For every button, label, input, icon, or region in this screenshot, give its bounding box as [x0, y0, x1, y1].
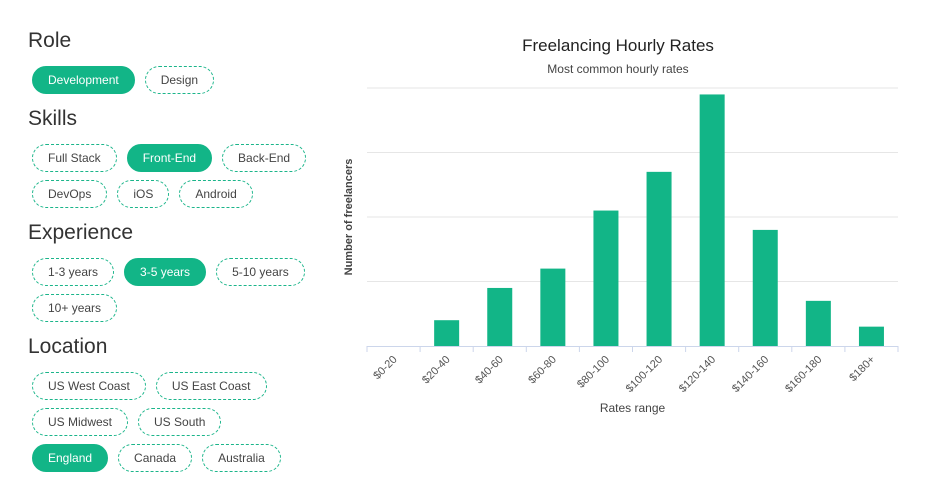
x-tick-label: $140-160: [730, 354, 771, 395]
location-title: Location: [28, 335, 108, 358]
filter-pill-england[interactable]: England: [32, 444, 109, 472]
skills-title: Skills: [28, 107, 78, 130]
bar-80-100: [593, 210, 619, 346]
filter-pill-10-years[interactable]: 10+ years: [32, 294, 118, 322]
location-pill-row: US Midwest US South: [32, 408, 318, 436]
filter-pill-ios[interactable]: iOS: [117, 180, 170, 208]
filter-pill-back-end[interactable]: Back-End: [222, 144, 307, 172]
bar-100-120: [646, 171, 672, 346]
experience-pill-row: 10+ years: [32, 294, 318, 322]
x-tick-label: $0-20: [371, 354, 399, 382]
chart-title: Freelancing Hourly Rates: [522, 36, 714, 55]
role-section: Role Development Design: [28, 28, 318, 94]
skills-pill-row: DevOps iOS Android: [32, 180, 318, 208]
role-title: Role: [28, 29, 72, 52]
y-axis-label: Number of freelancers: [343, 159, 355, 276]
location-section: Location US West Coast US East Coast US Mi…: [28, 334, 318, 472]
bar-180: [858, 326, 884, 346]
x-tick-label: $60-80: [526, 354, 559, 387]
filter-pill-full-stack[interactable]: Full Stack: [32, 144, 117, 172]
x-tick-label: $20-40: [420, 354, 453, 387]
experience-section: Experience 1-3 years 3-5 years 5-10 years 1…: [28, 220, 318, 322]
filter-pill-5-10-years[interactable]: 5-10 years: [216, 258, 305, 286]
filter-pill-development[interactable]: Development: [32, 66, 135, 94]
skills-pill-row: Full Stack Front-End Back-End: [32, 144, 318, 172]
x-tick-label: $100-120: [624, 354, 665, 395]
filter-pill-us-west-coast[interactable]: US West Coast: [32, 372, 146, 400]
bar-140-160: [752, 229, 778, 346]
location-pills: US West Coast US East Coast US Midwest US S…: [32, 372, 318, 472]
filter-pill-us-east-coast[interactable]: US East Coast: [155, 372, 267, 400]
location-pill-row: England Canada Australia: [32, 444, 318, 472]
filter-pill-canada[interactable]: Canada: [118, 444, 193, 472]
x-tick-label: $160-180: [783, 354, 824, 395]
filter-pill-devops[interactable]: DevOps: [32, 180, 108, 208]
chart-subtitle: Most common hourly rates: [547, 62, 689, 76]
bar-20-40: [434, 320, 460, 346]
bar-120-140: [699, 94, 725, 346]
bar-40-60: [487, 287, 513, 346]
bar-60-80: [540, 268, 566, 346]
role-pill-row: Development Design: [32, 66, 318, 94]
x-axis-label: Rates range: [600, 401, 666, 415]
chart-container: Freelancing Hourly Rates Most common hou…: [330, 0, 936, 504]
x-tick-label: $120-140: [677, 354, 718, 395]
filter-pill-design[interactable]: Design: [144, 66, 215, 94]
x-tick-label: $40-60: [473, 354, 506, 387]
filter-pill-us-midwest[interactable]: US Midwest: [32, 408, 129, 436]
filter-pill-us-south[interactable]: US South: [138, 408, 222, 436]
filter-pill-1-3-years[interactable]: 1-3 years: [32, 258, 115, 286]
filter-pill-australia[interactable]: Australia: [202, 444, 281, 472]
x-tick-label: $80-100: [575, 354, 612, 391]
filter-pill-3-5-years[interactable]: 3-5 years: [124, 258, 207, 286]
experience-pill-row: 1-3 years 3-5 years 5-10 years: [32, 258, 318, 286]
filter-pill-android[interactable]: Android: [179, 180, 253, 208]
bar-160-180: [805, 300, 831, 346]
filter-pill-front-end[interactable]: Front-End: [126, 144, 213, 172]
skills-section: Skills Full Stack Front-End Back-End DevOps…: [28, 106, 318, 208]
experience-pills: 1-3 years 3-5 years 5-10 years 10+ years: [32, 258, 318, 322]
skills-pills: Full Stack Front-End Back-End DevOps iOS Andr…: [32, 144, 318, 208]
x-tick-label: $180+: [847, 354, 877, 384]
bar-chart: $0-20 $20-40 $40-60 $60-80 $80-100 $100-120 $1…: [343, 87, 899, 415]
role-pills: Development Design: [32, 66, 318, 94]
location-pill-row: US West Coast US East Coast: [32, 372, 318, 400]
filters-panel: Role Development Design Skills Full Stack…: [28, 28, 318, 472]
experience-title: Experience: [28, 221, 134, 244]
